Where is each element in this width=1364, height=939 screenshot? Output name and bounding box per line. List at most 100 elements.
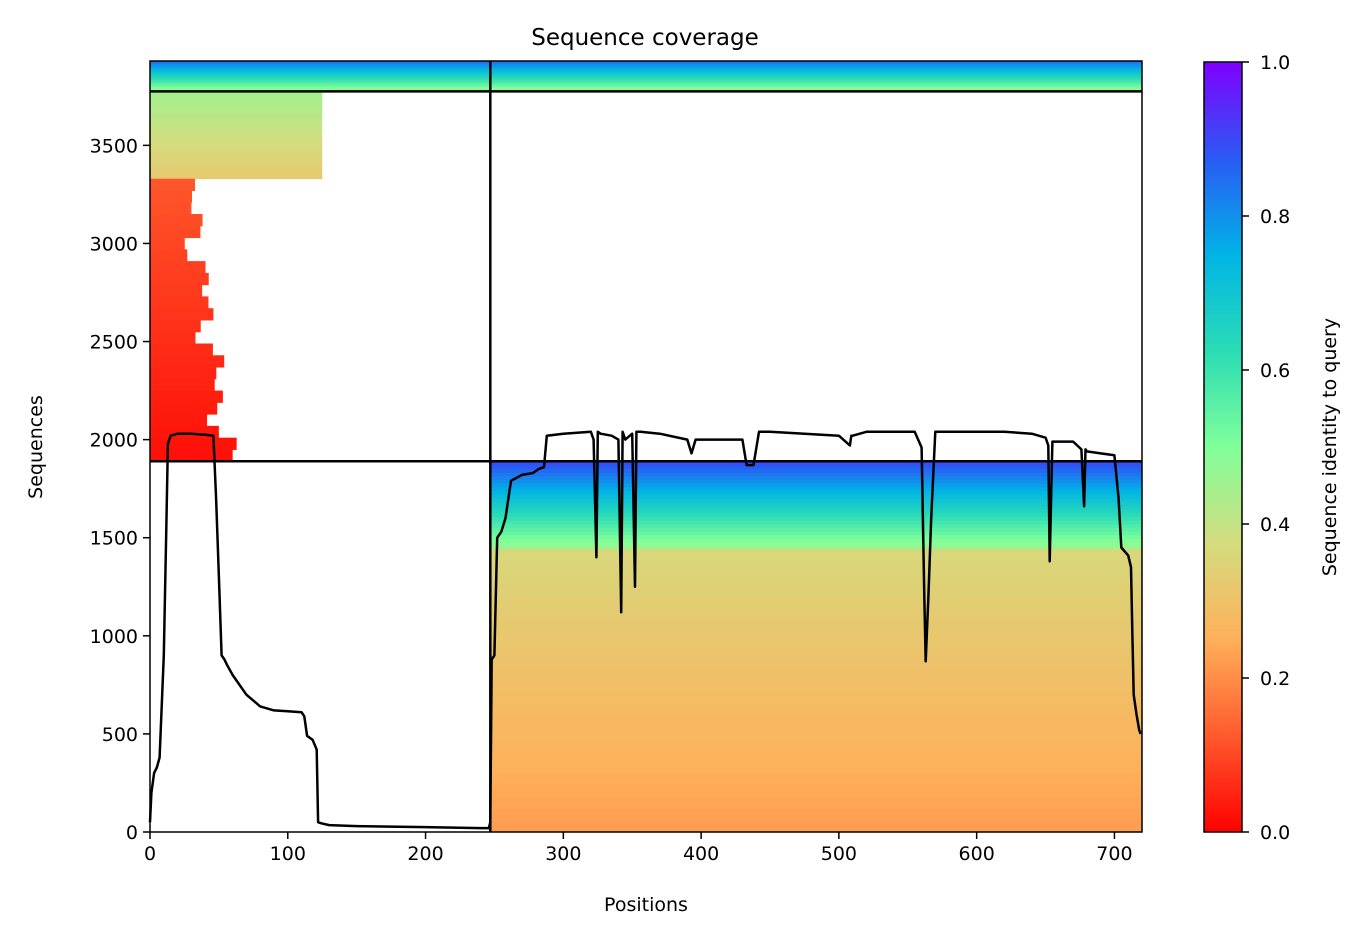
coverage-strip: [150, 86, 491, 89]
coverage-strip: [150, 272, 209, 286]
coverage-strip: [150, 308, 214, 321]
coverage-strip: [490, 464, 1142, 470]
coverage-strip: [490, 61, 1142, 63]
coverage-strip: [150, 343, 213, 356]
coverage-strip: [150, 225, 201, 239]
coverage-strip: [490, 475, 1142, 481]
coverage-strip: [490, 737, 1142, 751]
coverage-strip: [490, 534, 1142, 539]
coverage-strip: [150, 390, 223, 403]
coverage-strip: [490, 88, 1142, 91]
coverage-strip: [490, 82, 1142, 85]
coverage-strip: [490, 501, 1142, 506]
coverage-line: [148, 430, 1142, 830]
coverage-strip: [150, 296, 209, 309]
coverage-strip: [490, 66, 1142, 68]
coverage-block: [490, 61, 1142, 92]
coverage-strip: [150, 437, 237, 450]
coverage-strip: [150, 164, 323, 169]
coverage-strip: [150, 95, 323, 100]
colorbar-tick-label: 0.2: [1260, 668, 1290, 690]
coverage-strip: [150, 81, 491, 84]
coverage-strip: [490, 87, 1142, 90]
coverage-strip: [150, 64, 491, 67]
coverage-block: [150, 91, 323, 180]
coverage-strip: [150, 105, 323, 111]
coverage-strip: [490, 784, 1142, 798]
chart-title: Sequence coverage: [531, 25, 759, 51]
coverage-strip: [150, 367, 217, 380]
coverage-strip: [150, 71, 491, 73]
coverage-strip: [490, 68, 1142, 71]
colorbar-tick-label: 0.8: [1260, 206, 1290, 228]
colorbar: [1203, 61, 1243, 833]
coverage-strip: [490, 494, 1142, 499]
coverage-strip: [490, 523, 1142, 528]
coverage-strip: [150, 78, 491, 81]
coverage-strip: [490, 643, 1142, 656]
coverage-strip: [490, 62, 1142, 65]
coverage-strip: [490, 479, 1142, 484]
x-axis-ticks: 0 100 200 300 400 500 600 700: [144, 832, 1133, 865]
coverage-strip: [490, 72, 1142, 75]
y-tick-label: 0: [126, 822, 138, 844]
y-tick-label: 2500: [90, 332, 138, 354]
y-tick-label: 3000: [90, 233, 138, 255]
coverage-strip: [150, 83, 491, 86]
y-axis-ticks: 0 500 1000 1500 2000 2500 3000 3500: [90, 135, 150, 844]
coverage-strip: [490, 486, 1142, 492]
coverage-strip: [150, 261, 206, 274]
coverage-strip: [150, 145, 323, 151]
coverage-strip: [490, 69, 1142, 72]
coverage-strip: [490, 631, 1142, 645]
coverage-strip: [150, 284, 203, 297]
coverage-strip: [490, 527, 1142, 532]
colorbar-ticks: 0.0 0.2 0.4 0.6 0.8 1.0: [1242, 52, 1290, 844]
coverage-strip: [150, 87, 491, 90]
coverage-strip: [150, 98, 323, 103]
coverage-strip: [150, 331, 196, 345]
coverage-strip: [490, 509, 1142, 514]
coverage-block: [150, 61, 491, 92]
coverage-block: [150, 178, 237, 462]
coverage-strip: [150, 135, 323, 140]
coverage-strip: [150, 76, 491, 78]
coverage-strip: [490, 497, 1142, 503]
coverage-strip: [490, 667, 1142, 680]
coverage-strip: [150, 142, 323, 147]
coverage-strip: [150, 214, 203, 227]
coverage-strip: [150, 80, 491, 82]
coverage-strip: [150, 167, 323, 172]
coverage-strip: [150, 160, 323, 165]
coverage-strip: [150, 120, 323, 125]
x-tick-label: 300: [545, 843, 581, 865]
coverage-strip: [490, 73, 1142, 76]
plot-frame: [149, 60, 1143, 833]
coverage-line-layer: [148, 430, 1142, 830]
x-tick-label: 700: [1096, 843, 1132, 865]
coverage-strip: [150, 124, 323, 129]
coverage-heatmap: [150, 61, 1142, 832]
x-tick-label: 400: [683, 843, 719, 865]
coverage-strip: [490, 808, 1142, 821]
colorbar-tick-label: 1.0: [1260, 52, 1290, 74]
coverage-strip: [490, 702, 1142, 715]
coverage-strip: [150, 171, 323, 176]
coverage-strip: [150, 113, 323, 118]
coverage-strip: [490, 761, 1142, 774]
coverage-strip: [150, 149, 323, 154]
coverage-strip: [490, 749, 1142, 762]
coverage-strip: [150, 91, 323, 96]
coverage-strip: [150, 69, 491, 72]
coverage-strip: [490, 726, 1142, 739]
coverage-strip: [490, 77, 1142, 80]
coverage-strip: [150, 449, 233, 462]
coverage-strip: [490, 83, 1142, 86]
y-tick-label: 3500: [90, 135, 138, 157]
coverage-strip: [490, 520, 1142, 525]
coverage-strip: [150, 319, 201, 333]
coverage-strip: [150, 249, 188, 262]
coverage-strip: [150, 131, 323, 136]
coverage-strip: [490, 472, 1142, 477]
coverage-strip: [490, 490, 1142, 495]
